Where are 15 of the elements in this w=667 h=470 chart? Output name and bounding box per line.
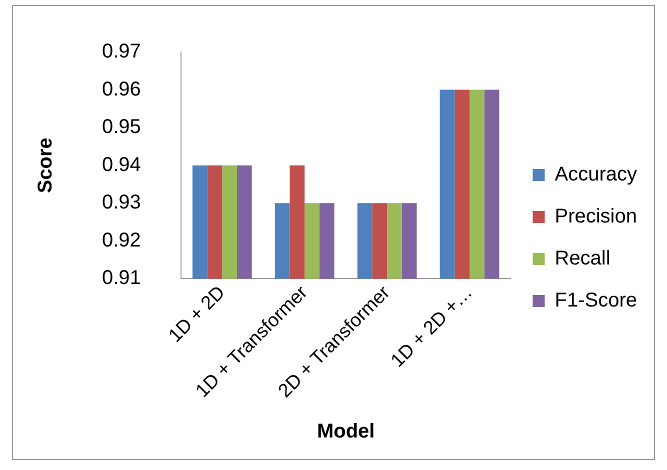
y-tick-label: 0.92: [102, 229, 141, 252]
x-axis-title: Model: [316, 420, 375, 443]
x-tick-label: 1D + 2D +…: [387, 282, 477, 372]
y-tick-label: 0.94: [102, 154, 141, 176]
legend-label: F1-Score: [554, 290, 637, 312]
legend-label: Recall: [554, 248, 610, 270]
y-tick-label: 0.93: [102, 192, 141, 214]
y-tick-label: 0.95: [102, 116, 141, 138]
y-tick-label: 0.97: [102, 40, 141, 63]
y-tick-label: 0.96: [102, 78, 141, 100]
y-axis-title: Score: [34, 138, 57, 194]
x-tick-label: 1D + 2D: [164, 282, 230, 347]
legend-label: Accuracy: [554, 164, 637, 186]
legend-label: Precision: [554, 206, 638, 228]
y-tick-label: 0.91: [102, 267, 141, 290]
